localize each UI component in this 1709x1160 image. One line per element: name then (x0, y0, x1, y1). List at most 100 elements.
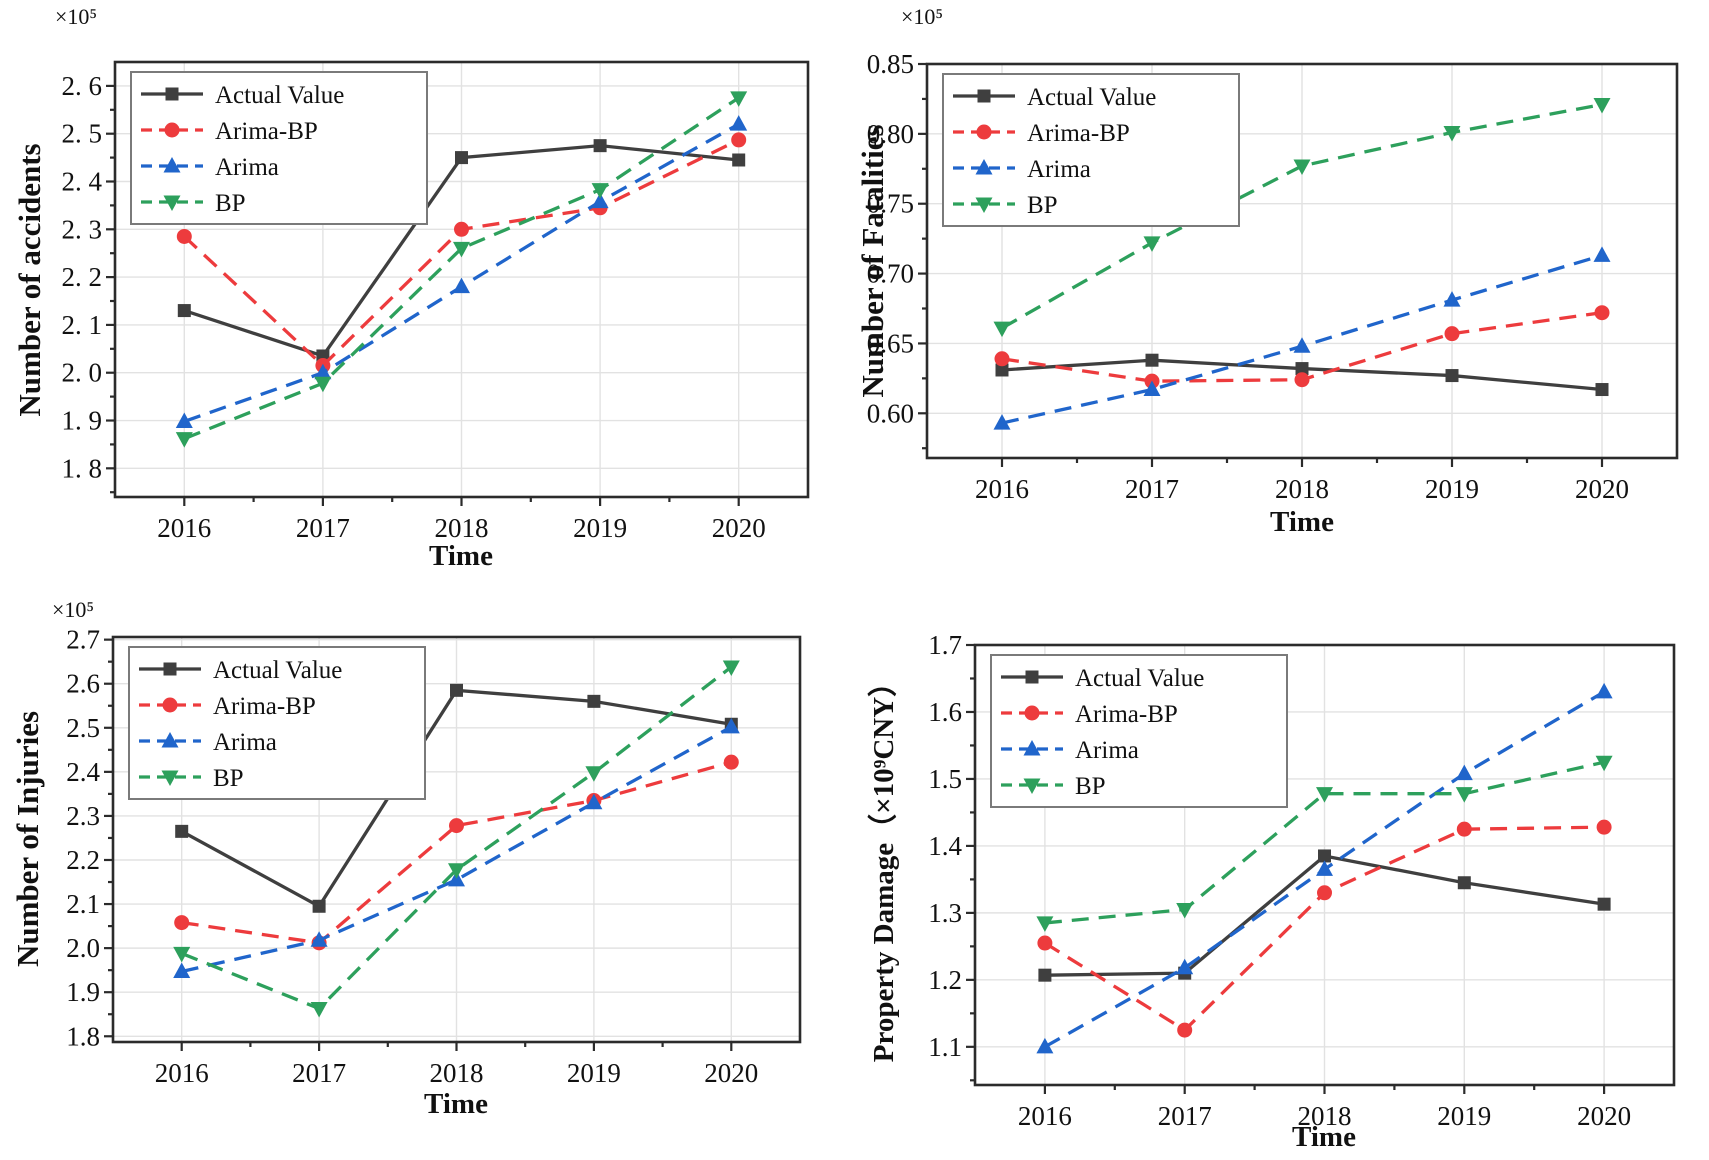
legend-marker-actual (165, 87, 179, 101)
data-point-arima (1593, 246, 1611, 262)
y-axis-title: Number of Injuries (10, 710, 45, 968)
series-bp (173, 660, 740, 1018)
y-axis-exponent-label: ×10⁵ (52, 597, 95, 622)
legend-marker-arima_bp (162, 697, 178, 713)
series-arima (1036, 682, 1613, 1054)
x-tick-label: 2020 (1577, 1101, 1631, 1131)
x-tick-label: 2018 (435, 513, 489, 543)
legend-item-arima_bp: Arima-BP (1001, 701, 1178, 728)
series-line-arima_bp (181, 760, 732, 945)
series-line-bp (1044, 760, 1605, 925)
legend-item-actual: Actual Value (139, 657, 342, 684)
x-axis-title: Time (429, 540, 493, 572)
legend-label: Actual Value (1075, 665, 1204, 692)
x-tick-label: 2016 (1018, 1101, 1072, 1131)
legend-item-arima: Arima (139, 729, 277, 756)
legend-marker-bp (1023, 778, 1041, 794)
y-tick-label: 2. 6 (62, 71, 103, 101)
data-point-actual (455, 151, 468, 165)
y-tick-label: 0.70 (867, 259, 914, 289)
legend-label: BP (1027, 192, 1058, 219)
series-line-bp (181, 665, 733, 1011)
x-axis-title: Time (1270, 506, 1334, 538)
data-point-arima (585, 793, 603, 810)
y-tick-label: 1. 9 (62, 406, 103, 436)
legend-marker-arima (161, 732, 179, 748)
y-tick-label: 0.85 (867, 49, 914, 79)
legend-label: Arima-BP (1027, 120, 1130, 147)
data-point-actual (177, 304, 191, 318)
y-tick-label: 2. 0 (62, 358, 103, 388)
data-point-arima_bp (454, 221, 469, 237)
y-tick-label: 1.3 (928, 898, 962, 928)
y-tick-label: 1.7 (928, 630, 962, 660)
data-point-arima (1455, 764, 1473, 781)
data-point-bp (722, 660, 740, 676)
data-point-actual (1318, 849, 1331, 863)
data-point-bp (591, 183, 609, 199)
data-point-actual (450, 683, 463, 697)
data-point-bp (453, 241, 470, 258)
y-axis-title: Property Damage（×10⁹CNY） (868, 667, 900, 1063)
legend-label: Arima (1075, 737, 1139, 764)
data-point-actual (1038, 968, 1052, 982)
x-tick-label: 2016 (157, 513, 211, 543)
y-axis-exponent-label: ×10⁵ (901, 4, 944, 29)
legend-marker-arima (1023, 740, 1041, 756)
plot-area-fatalities: 0.60 0.65 0.70 0.75 0.80 0.85 2016 2017 2018 2019… (867, 49, 1679, 504)
legend-box (130, 71, 428, 225)
y-tick-label: 2.7 (66, 625, 100, 655)
series-line-bp (1001, 102, 1603, 330)
y-tick-label: 2. 5 (62, 119, 103, 149)
series-arima_bp (1037, 819, 1612, 1038)
legend-label: Arima (1027, 156, 1091, 183)
legend-label: Actual Value (215, 82, 344, 109)
legend-item-actual: Actual Value (141, 82, 344, 109)
data-point-actual (1595, 383, 1609, 397)
legend-item-bp: BP (953, 192, 1058, 219)
legend: Actual Value Arima-BP Arima BP (130, 71, 428, 225)
data-point-actual (593, 139, 607, 153)
data-point-arima_bp (1594, 305, 1610, 321)
data-point-arima_bp (1596, 819, 1612, 835)
data-point-bp (310, 1002, 328, 1018)
y-tick-label: 0.65 (867, 328, 914, 358)
y-tick-label: 2. 1 (62, 310, 103, 340)
chart-panel-property-damage: 1.1 1.2 1.3 1.4 1.5 1.6 1.7 2016 2017 2018 2019 202… (855, 575, 1709, 1160)
data-point-bp (1443, 125, 1461, 142)
tick-labels: 1.1 1.2 1.3 1.4 1.5 1.6 1.7 2016 2017 2018 2019 202… (928, 630, 1631, 1131)
data-point-arima_bp (731, 132, 747, 148)
legend-marker-actual (1025, 670, 1039, 684)
x-tick-label: 2019 (567, 1058, 621, 1088)
plot-area-property-damage: 1.1 1.2 1.3 1.4 1.5 1.6 1.7 2016 2017 2018 2019 202… (928, 630, 1676, 1131)
series-arima (993, 246, 1611, 430)
y-tick-label: 2.3 (66, 801, 100, 831)
y-tick-label: 0.75 (867, 189, 914, 219)
data-point-arima (1036, 1037, 1054, 1054)
data-point-arima (173, 962, 191, 978)
legend-item-arima: Arima (953, 156, 1091, 183)
legend-label: BP (213, 765, 244, 792)
x-tick-label: 2017 (1158, 1101, 1212, 1131)
legend-item-arima_bp: Arima-BP (953, 120, 1130, 147)
chart-panel-injuries: 1.8 1.9 2.0 2.1 2.2 2.3 2.4 2.5 2.6 2.7 2016 2017 20… (0, 575, 854, 1160)
legend-marker-arima (975, 159, 993, 175)
x-tick-label: 2016 (155, 1058, 209, 1088)
data-point-actual (175, 824, 189, 838)
y-tick-label: 2.6 (66, 669, 100, 699)
data-point-actual (1597, 897, 1611, 911)
y-tick-label: 2. 4 (62, 167, 103, 197)
legend-label: Arima-BP (215, 118, 318, 145)
data-point-arima_bp (723, 754, 739, 770)
legend-box (990, 654, 1288, 808)
y-tick-label: 0.80 (867, 119, 914, 149)
data-point-arima_bp (1294, 372, 1310, 388)
axis-ticks (104, 638, 733, 1051)
y-axis-exponent-label: ×10⁵ (55, 4, 98, 29)
axis-ticks (966, 643, 1606, 1094)
legend-item-arima: Arima (1001, 737, 1139, 764)
x-tick-label: 2017 (296, 513, 350, 543)
x-axis-title: Time (424, 1088, 488, 1120)
legend-item-arima: Arima (141, 154, 279, 181)
series-arima (173, 717, 740, 978)
